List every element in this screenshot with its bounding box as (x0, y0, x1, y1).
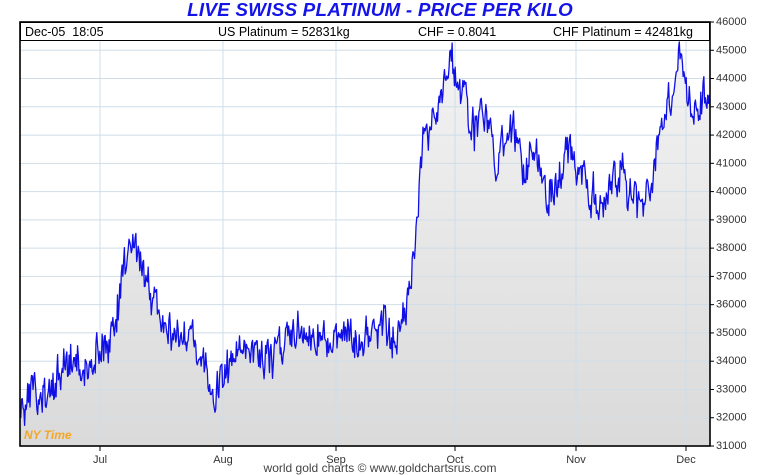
svg-text:41000: 41000 (716, 157, 747, 169)
svg-text:39000: 39000 (716, 214, 747, 226)
svg-text:34000: 34000 (716, 355, 747, 367)
svg-text:45000: 45000 (716, 44, 747, 56)
svg-text:42000: 42000 (716, 129, 747, 141)
svg-text:36000: 36000 (716, 299, 747, 311)
svg-text:32000: 32000 (716, 412, 747, 424)
svg-text:40000: 40000 (716, 186, 747, 198)
svg-text:43000: 43000 (716, 101, 747, 113)
svg-text:46000: 46000 (716, 16, 747, 28)
svg-text:38000: 38000 (716, 242, 747, 254)
svg-text:35000: 35000 (716, 327, 747, 339)
svg-text:37000: 37000 (716, 270, 747, 282)
svg-text:33000: 33000 (716, 383, 747, 395)
svg-text:31000: 31000 (716, 440, 747, 452)
svg-text:44000: 44000 (716, 73, 747, 85)
